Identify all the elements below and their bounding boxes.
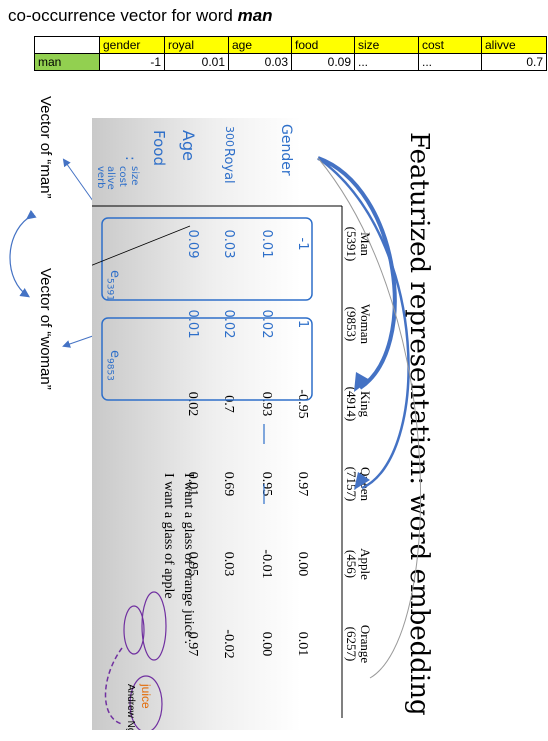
juice-circle (129, 675, 163, 730)
hw-alive-label: alive (105, 166, 116, 190)
man-vector-box (101, 217, 313, 301)
value-cell: -1 (99, 53, 165, 71)
hw-verb-label: verb (95, 166, 106, 189)
sentence-apple: I want a glass of apple (161, 473, 176, 599)
hw-e-man: e5391 (104, 270, 122, 301)
hw-e-woman: e9853 (104, 350, 122, 381)
hw-dims-label: 300 (223, 126, 236, 147)
hw-dots: : (122, 156, 138, 161)
food-pointer-line (92, 225, 191, 295)
value-cell: 0.7 (481, 53, 547, 71)
slide-rotated-content: Featurized representation: word embeddin… (92, 118, 440, 730)
header-blank-cell (34, 36, 100, 54)
orange-circle (141, 591, 167, 661)
hw-cost-label: cost (117, 166, 128, 187)
page-title: co-occurrence vector for word man (8, 6, 273, 25)
slide-lines (92, 156, 422, 730)
hw-age-label: Age (179, 130, 198, 161)
woman-vector-box (101, 317, 313, 401)
value-cell: 0.01 (164, 53, 229, 71)
value-cell: 0.09 (291, 53, 355, 71)
juice-word: juice (139, 684, 153, 709)
word-embedding-slide: Featurized representation: word embeddin… (92, 118, 440, 730)
header-cell: cost (418, 36, 482, 54)
value-cell: ... (354, 53, 419, 71)
table-header-row: gender royal age food size cost alivve (34, 36, 547, 54)
gender-arrow-orange (317, 157, 422, 679)
dashed-arrow (104, 647, 123, 725)
hw-size-label: size (129, 166, 140, 186)
header-cell: alivve (481, 36, 547, 54)
header-cell: gender (99, 36, 165, 54)
value-cell: 0.03 (228, 53, 292, 71)
author-credit: Andrew Ng (125, 684, 136, 730)
gender-arrow-man (317, 156, 397, 390)
table-row: man -1 0.01 0.03 0.09 ... ... 0.7 (34, 53, 547, 71)
hw-food-label: Food (150, 130, 168, 166)
hw-royal-label: Royal (221, 148, 236, 184)
row-label-cell: man (34, 53, 100, 71)
sentence-orange: I want a glass of orange juice . (181, 473, 196, 645)
swap-arrow (9, 209, 37, 298)
header-cell: royal (164, 36, 229, 54)
gender-arrow-queen (317, 156, 410, 490)
cooccurrence-table: gender royal age food size cost alivve m… (34, 36, 547, 71)
title-word: man (237, 6, 273, 25)
apple-circle (123, 605, 145, 655)
hw-gender-label: Gender (278, 124, 294, 176)
header-cell: size (354, 36, 419, 54)
